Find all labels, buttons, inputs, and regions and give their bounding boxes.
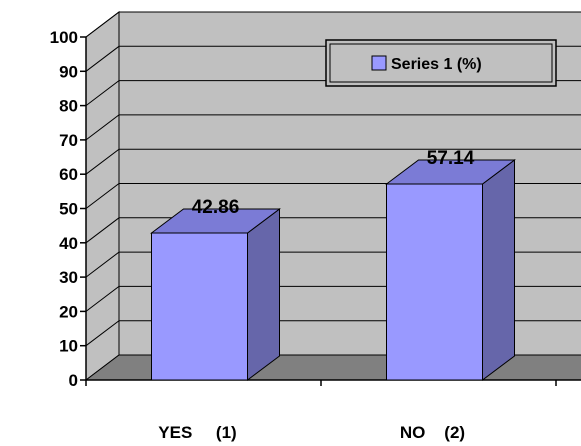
data-label: 42.86 <box>192 197 240 218</box>
legend-label: Series 1 (%) <box>391 56 482 73</box>
gridline <box>85 114 581 141</box>
y-tick-label: 50 <box>59 200 78 219</box>
y-tick-label: 60 <box>59 165 78 184</box>
category-label: YES (1) <box>158 423 236 442</box>
data-labels: 42.86 57.14 <box>192 148 475 218</box>
bar-front <box>386 183 483 381</box>
y-tick-label: 20 <box>59 302 78 321</box>
legend-box-inner <box>329 43 553 83</box>
legend-box <box>325 39 557 87</box>
data-label: 57.14 <box>427 148 475 169</box>
gridline <box>85 11 581 38</box>
legend: Series 1 (%) <box>325 39 557 87</box>
category-label: NO (2) <box>400 423 465 442</box>
bar-front <box>151 232 248 381</box>
y-tick-label: 0 <box>69 371 78 390</box>
legend-swatch <box>371 55 387 71</box>
y-tick-labels: 0 10 20 30 40 50 60 70 80 90 100 <box>50 28 78 390</box>
y-tick-label: 10 <box>59 337 78 356</box>
bar-top <box>150 208 281 234</box>
bar-side <box>247 207 280 381</box>
y-tick-label: 70 <box>59 131 78 150</box>
y-tick-label: 30 <box>59 268 78 287</box>
bar <box>150 207 281 381</box>
y-tick-label: 100 <box>50 28 78 47</box>
y-tick-label: 40 <box>59 234 78 253</box>
bars <box>150 159 516 381</box>
y-tick-label: 80 <box>59 97 78 116</box>
category-labels: YES (1) NO (2) <box>158 423 465 442</box>
bar-side <box>482 159 515 381</box>
y-tick-label: 90 <box>59 62 78 81</box>
bar-top <box>385 159 516 185</box>
gridline <box>85 148 581 175</box>
bar <box>385 159 516 381</box>
